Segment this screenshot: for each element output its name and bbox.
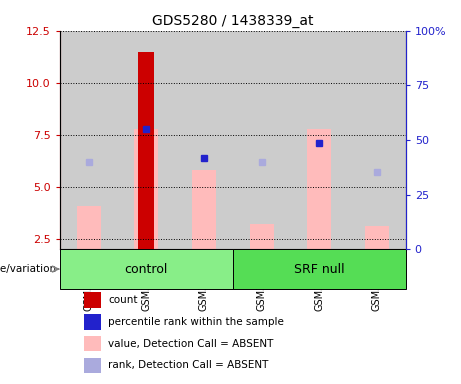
Bar — [134, 129, 159, 249]
Bar — [307, 129, 331, 249]
Text: value, Detection Call = ABSENT: value, Detection Call = ABSENT — [108, 339, 274, 349]
Bar — [175, 31, 233, 249]
Bar — [138, 51, 154, 249]
FancyBboxPatch shape — [233, 249, 406, 289]
Bar — [365, 226, 389, 249]
Bar — [84, 336, 101, 351]
Bar — [192, 170, 216, 249]
Title: GDS5280 / 1438339_at: GDS5280 / 1438339_at — [152, 14, 313, 28]
Bar — [249, 224, 274, 249]
Bar — [60, 31, 118, 249]
Text: percentile rank within the sample: percentile rank within the sample — [108, 317, 284, 327]
Text: SRF null: SRF null — [294, 263, 344, 276]
Bar — [290, 31, 348, 249]
Bar — [84, 292, 101, 308]
Bar — [77, 205, 101, 249]
FancyBboxPatch shape — [60, 249, 233, 289]
Text: control: control — [124, 263, 168, 276]
Text: genotype/variation: genotype/variation — [0, 264, 56, 274]
Text: rank, Detection Call = ABSENT: rank, Detection Call = ABSENT — [108, 361, 269, 371]
Bar — [118, 31, 175, 249]
Bar — [84, 358, 101, 373]
Text: count: count — [108, 295, 138, 305]
Bar — [348, 31, 406, 249]
Bar — [233, 31, 290, 249]
Bar — [84, 314, 101, 329]
